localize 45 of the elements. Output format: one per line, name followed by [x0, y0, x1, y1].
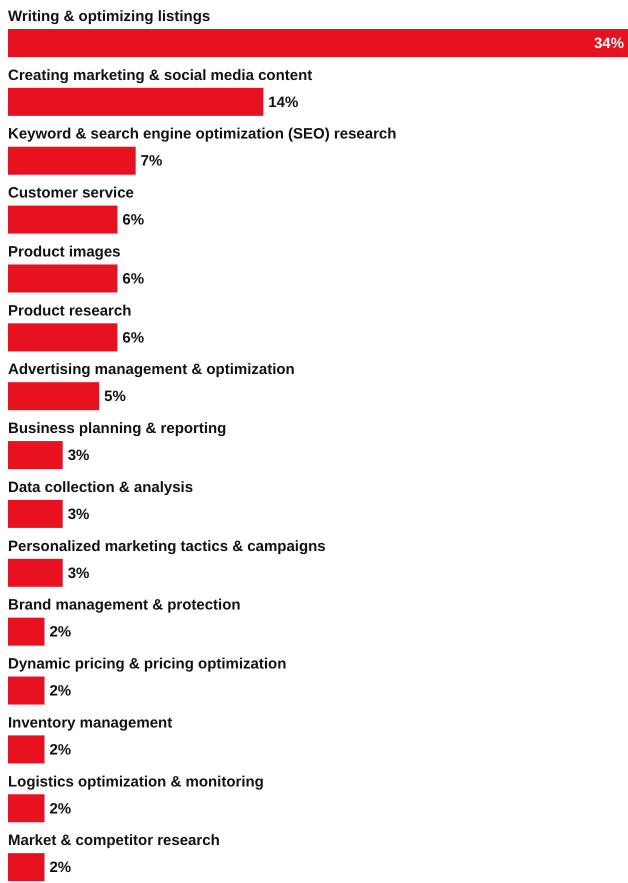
data-label: 6% — [122, 329, 144, 346]
y-tick-label: Keyword & search engine optimization (SEO) research — [8, 126, 396, 143]
bar — [8, 146, 136, 175]
y-tick-label: Brand management & protection — [8, 596, 241, 614]
bar — [8, 88, 264, 116]
y-tick-label: Dynamic pricing & pricing optimization — [8, 656, 286, 673]
data-label: 2% — [49, 800, 72, 818]
y-tick-label: Advertising management & optimization — [8, 361, 295, 378]
bar — [8, 29, 628, 57]
bar — [8, 206, 118, 234]
data-label: 6% — [122, 212, 144, 229]
y-tick-label: Market & competitor research — [8, 832, 220, 850]
data-label: 5% — [104, 388, 126, 406]
data-label: 2% — [49, 682, 72, 700]
bar — [8, 618, 44, 646]
bar — [8, 323, 118, 352]
bar — [8, 558, 63, 587]
bar — [8, 676, 44, 705]
bar — [8, 382, 100, 410]
data-label: 14% — [268, 94, 298, 111]
y-tick-label: Creating marketing & social media content — [8, 66, 312, 84]
data-label: 2% — [49, 624, 72, 641]
data-label: 34% — [594, 35, 624, 52]
bar — [8, 500, 63, 528]
data-label: 7% — [140, 152, 162, 170]
y-tick-label: Product images — [8, 243, 121, 260]
data-label: 3% — [68, 447, 90, 464]
bar — [8, 264, 118, 292]
data-label: 2% — [49, 741, 72, 758]
data-label: 2% — [49, 859, 72, 876]
data-label: 3% — [68, 506, 90, 523]
y-tick-label: Data collection & analysis — [8, 478, 194, 496]
y-tick-label: Business planning & reporting — [8, 420, 226, 438]
bar — [8, 853, 44, 882]
data-label: 6% — [122, 270, 144, 288]
y-tick-label: Writing & optimizing listings — [8, 8, 210, 25]
y-tick-label: Product research — [8, 302, 132, 320]
y-tick-label: Customer service — [8, 184, 134, 202]
bar — [8, 794, 44, 822]
y-tick-label: Logistics optimization & monitoring — [8, 773, 264, 790]
bar — [8, 441, 63, 470]
bar — [8, 735, 44, 764]
data-label: 3% — [68, 564, 90, 582]
y-tick-label: Personalized marketing tactics & campaigns — [8, 538, 326, 555]
y-tick-label: Inventory management — [8, 714, 172, 732]
